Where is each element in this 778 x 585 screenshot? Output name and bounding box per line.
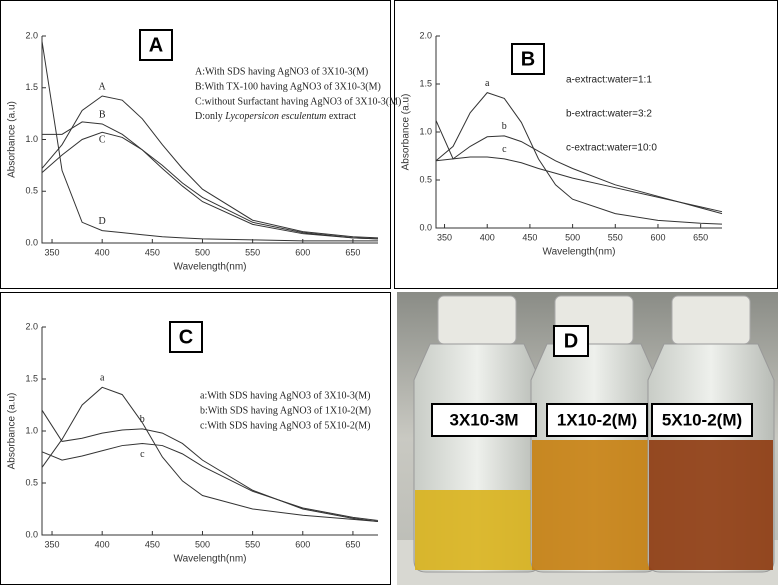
bottle xyxy=(647,295,775,573)
y-tick-label: 2.0 xyxy=(419,30,432,40)
y-tick-label: 1.5 xyxy=(419,78,432,88)
x-tick-label: 600 xyxy=(295,247,310,257)
x-axis-label: Wavelength(nm) xyxy=(543,247,616,258)
y-axis-label: Absorbance (a.u) xyxy=(401,94,412,171)
x-tick-label: 550 xyxy=(245,247,260,257)
x-tick-label: 450 xyxy=(145,539,160,549)
x-tick-label: 550 xyxy=(608,232,623,242)
y-tick-label: 0.0 xyxy=(419,222,432,232)
curve xyxy=(42,121,379,240)
curve xyxy=(435,92,723,225)
x-tick-label: 350 xyxy=(45,539,60,549)
y-tick-label: 1.0 xyxy=(25,134,38,144)
x-tick-label: 350 xyxy=(437,232,452,242)
note-part: Lycopersicon esculentum xyxy=(224,111,326,122)
curve-label: C xyxy=(99,135,106,146)
curve xyxy=(435,156,723,213)
x-tick-label: 650 xyxy=(345,539,360,549)
note: B:With TX-100 having AgNO3 of 3X10-3(M) xyxy=(195,81,381,92)
curve xyxy=(41,131,379,240)
curve xyxy=(41,41,378,242)
x-tick-label: 400 xyxy=(95,247,110,257)
panel-badge xyxy=(169,321,203,353)
curve-label: b xyxy=(502,121,507,132)
y-tick-label: 1.5 xyxy=(25,373,38,383)
y-tick-label: 0.5 xyxy=(25,186,38,196)
label-box xyxy=(651,403,753,437)
x-tick-label: 400 xyxy=(480,232,495,242)
curve xyxy=(435,120,723,215)
curve xyxy=(41,95,379,239)
photo-panel: D 3X10-3M 1X10-2(M) 5X10-2(M) xyxy=(397,292,778,585)
y-tick-label: 2.0 xyxy=(25,321,38,331)
curve-label: a xyxy=(100,373,105,384)
x-tick-label: 450 xyxy=(522,232,537,242)
x-axis-label: Wavelength(nm) xyxy=(174,554,247,565)
curve xyxy=(41,442,379,521)
curve-label: c xyxy=(502,144,507,155)
curve-label: B xyxy=(99,109,106,120)
x-tick-label: 500 xyxy=(565,232,580,242)
x-tick-label: 400 xyxy=(95,539,110,549)
y-tick-label: 0.0 xyxy=(25,237,38,247)
y-tick-label: 0.5 xyxy=(25,477,38,487)
y-tick-label: 2.0 xyxy=(25,30,38,40)
curve-label: D xyxy=(99,216,106,227)
note: b:With SDS having AgNO3 of 1X10-2(M) xyxy=(200,405,371,416)
x-tick-label: 650 xyxy=(345,247,360,257)
panel-badge xyxy=(511,43,545,75)
panel-frame xyxy=(394,0,778,289)
note: a:With SDS having AgNO3 of 3X10-3(M) xyxy=(200,390,370,401)
note-part: D:only xyxy=(195,111,225,122)
note: A:With SDS having AgNO3 of 3X10-3(M) xyxy=(195,66,368,77)
note: c:With SDS having AgNO3 of 5X10-2(M) xyxy=(200,420,370,431)
panel-letter: C xyxy=(179,326,193,348)
bottle-label: 5X10-2(M) xyxy=(662,410,742,429)
curve-label: a xyxy=(485,78,490,89)
panel-letter: D xyxy=(564,330,578,352)
bottle xyxy=(413,295,541,573)
y-tick-label: 0.0 xyxy=(25,529,38,539)
x-tick-label: 600 xyxy=(295,539,310,549)
curve xyxy=(41,386,379,522)
note: b-extract:water=3:2 xyxy=(566,109,652,120)
x-tick-label: 350 xyxy=(45,247,60,257)
label-box xyxy=(546,403,648,437)
y-tick-label: 0.5 xyxy=(419,174,432,184)
note: D:only Lycopersicon esculentum extract xyxy=(195,111,356,122)
note: C:without Surfactant having AgNO3 of 3X1… xyxy=(195,96,401,107)
x-tick-label: 600 xyxy=(650,232,665,242)
y-axis-label: Absorbance (a.u) xyxy=(7,393,18,470)
panel-letter: B xyxy=(521,48,535,70)
curve-label: b xyxy=(140,414,145,425)
y-tick-label: 1.5 xyxy=(25,82,38,92)
curve xyxy=(41,409,379,522)
note: c-extract:water=10:0 xyxy=(566,143,657,154)
curve-label: A xyxy=(99,81,107,92)
panel-badge xyxy=(553,325,589,357)
y-tick-label: 1.0 xyxy=(419,126,432,136)
x-tick-label: 450 xyxy=(145,247,160,257)
panel-frame xyxy=(0,0,391,289)
y-tick-label: 1.0 xyxy=(25,425,38,435)
x-tick-label: 500 xyxy=(195,539,210,549)
label-box xyxy=(431,403,537,437)
curve-label: c xyxy=(140,449,145,460)
x-tick-label: 550 xyxy=(245,539,260,549)
x-tick-label: 650 xyxy=(693,232,708,242)
note-part: extract xyxy=(326,111,356,122)
panel-badge xyxy=(139,29,173,61)
bottle-label: 3X10-3M xyxy=(450,410,519,429)
bottle-label: 1X10-2(M) xyxy=(557,410,637,429)
x-tick-label: 500 xyxy=(195,247,210,257)
note: a-extract:water=1:1 xyxy=(566,75,652,86)
x-axis-label: Wavelength(nm) xyxy=(174,262,247,273)
y-axis-label: Absorbance (a.u) xyxy=(7,101,18,178)
panel-letter: A xyxy=(149,34,163,56)
